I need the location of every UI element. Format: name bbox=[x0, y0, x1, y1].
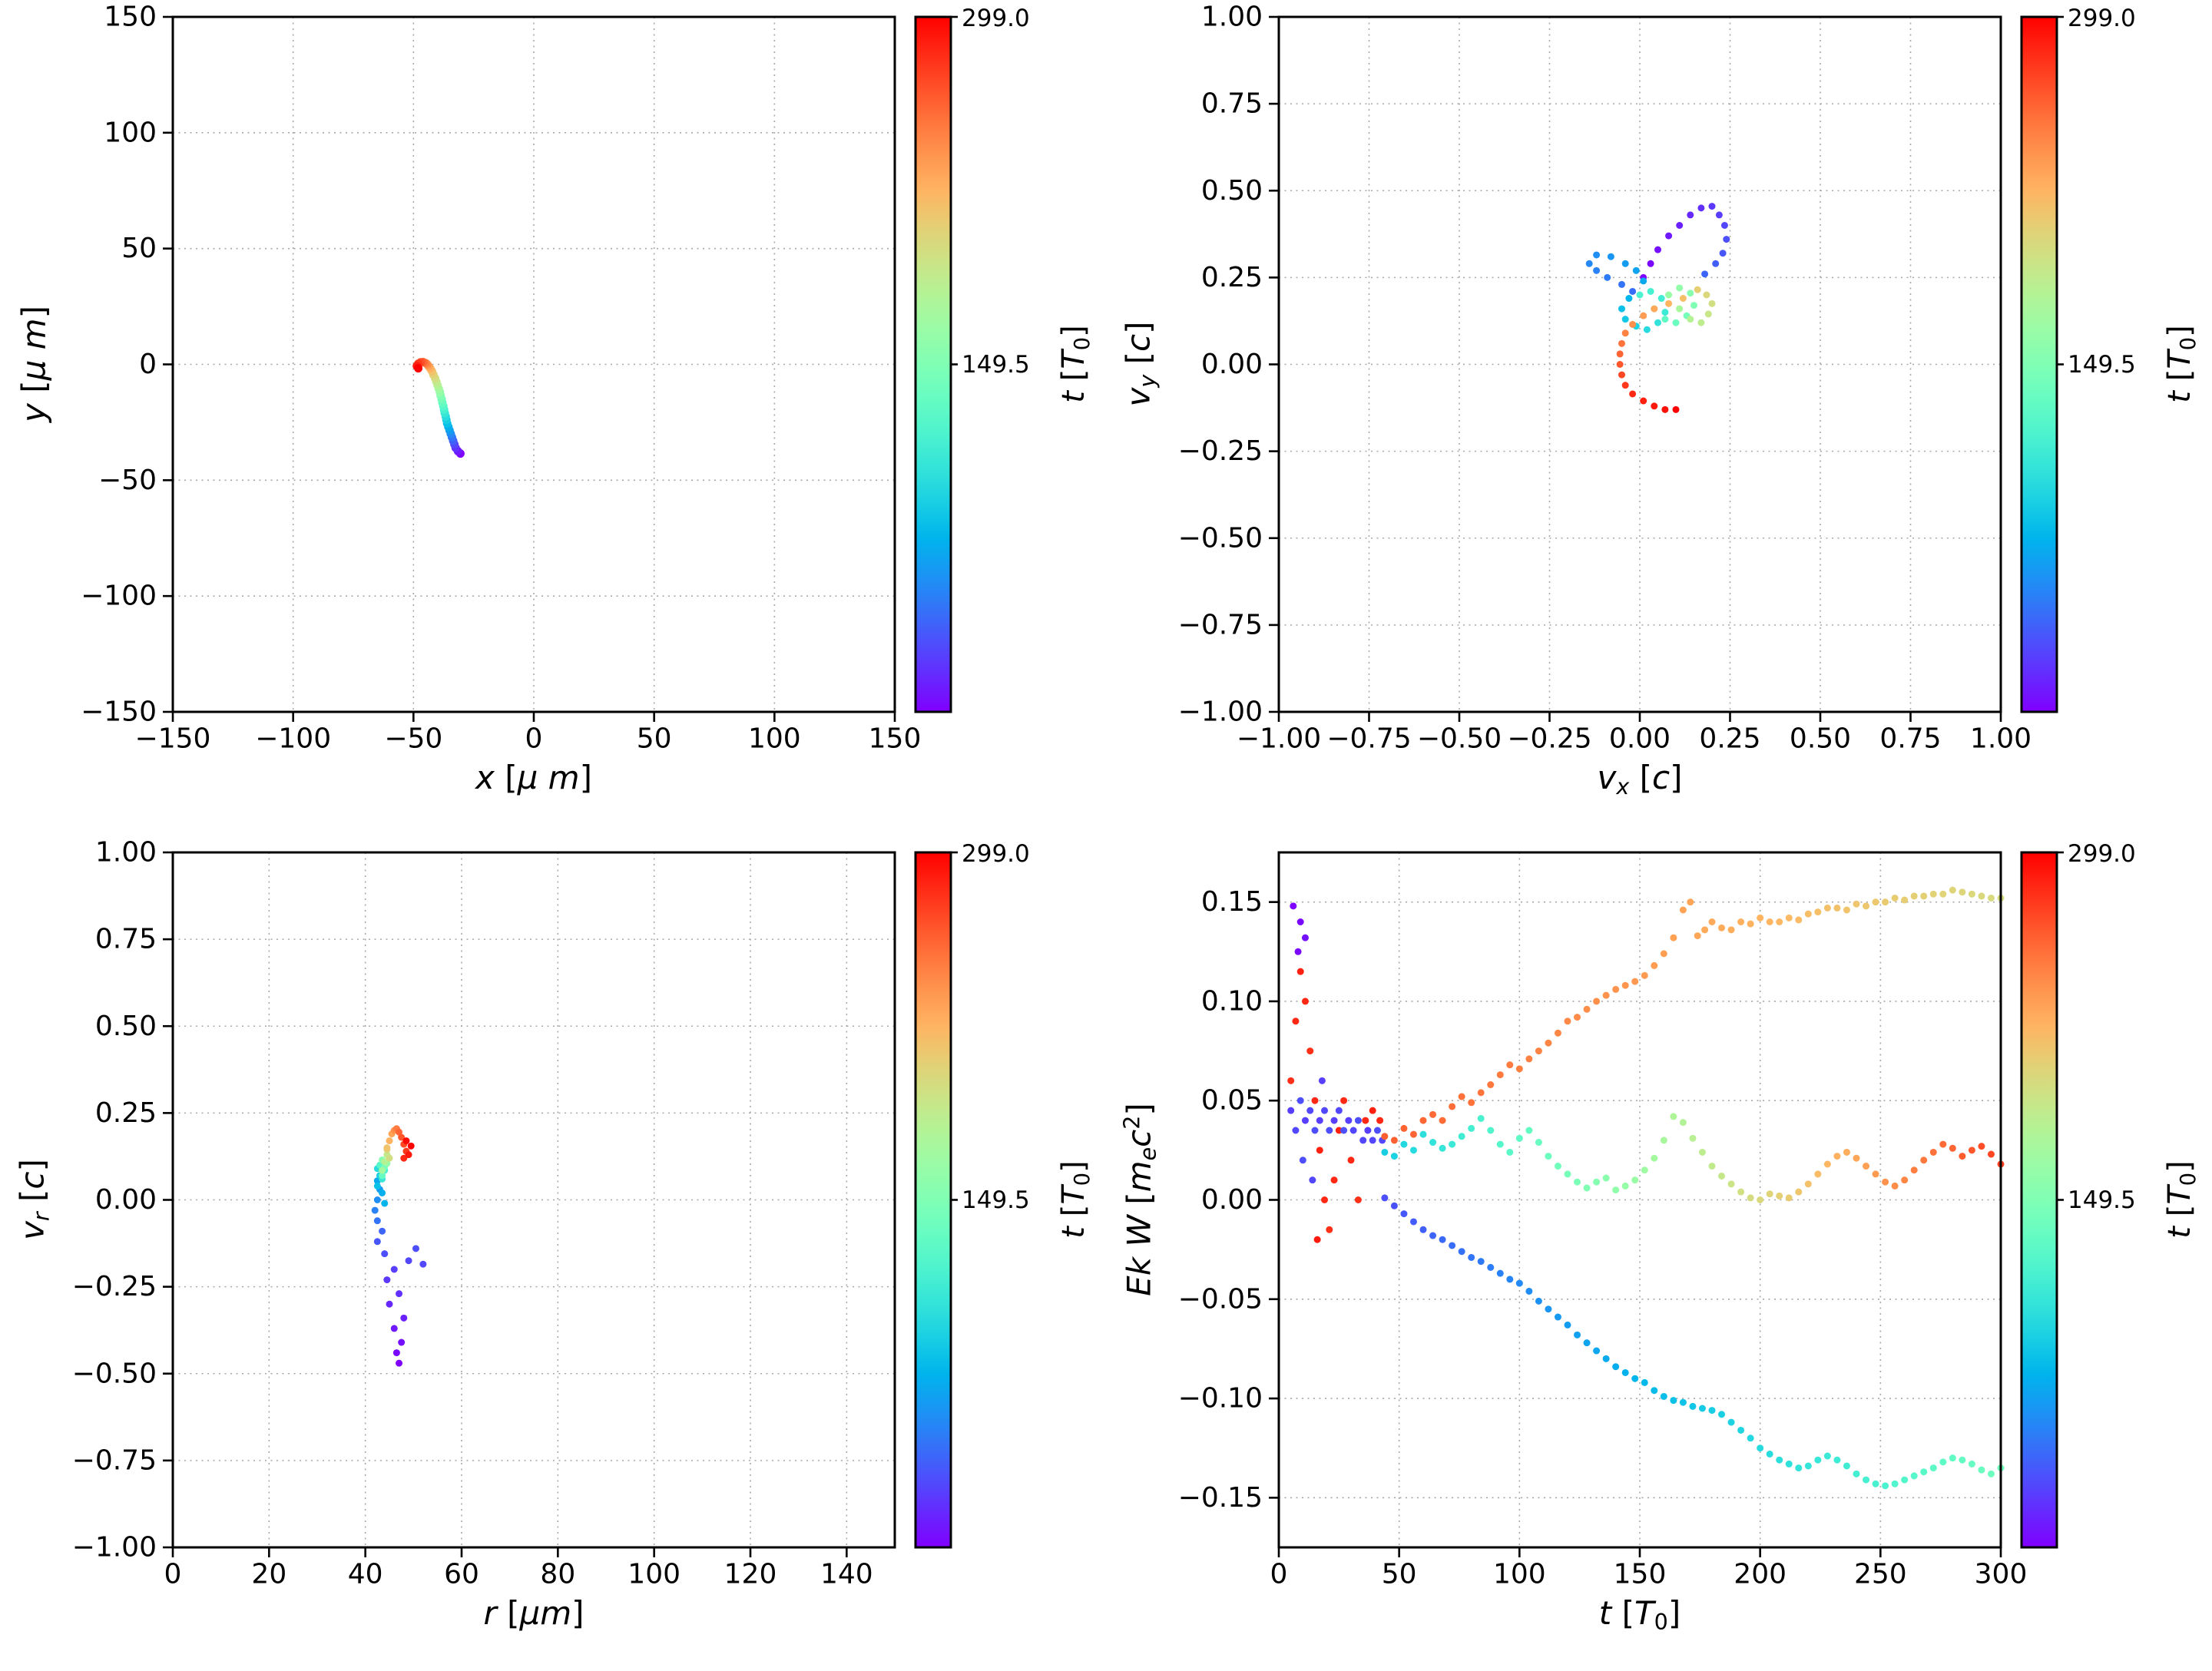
svg-text:250: 250 bbox=[1854, 1559, 1907, 1590]
svg-text:0.50: 0.50 bbox=[95, 1011, 157, 1042]
svg-text:0: 0 bbox=[525, 723, 543, 755]
colorbar-tick-mid: 149.5 bbox=[962, 351, 1030, 379]
svg-text:150: 150 bbox=[1614, 1559, 1667, 1590]
svg-text:−0.50: −0.50 bbox=[72, 1358, 157, 1389]
svg-text:0.05: 0.05 bbox=[1201, 1085, 1263, 1117]
svg-text:80: 80 bbox=[540, 1559, 575, 1590]
colorbar-tick-max: 299.0 bbox=[962, 840, 1030, 868]
subplot-vxvy: −1.00 −0.75 −0.50 −0.25 0.00 0.25 0.50 0.75 1.00… bbox=[1106, 0, 2212, 836]
svg-text:−150: −150 bbox=[135, 723, 211, 755]
svg-text:1.00: 1.00 bbox=[1970, 723, 2032, 755]
svg-text:300: 300 bbox=[1975, 1559, 2028, 1590]
svg-text:0.00: 0.00 bbox=[1201, 1184, 1263, 1216]
svg-text:60: 60 bbox=[444, 1559, 479, 1590]
svg-text:0: 0 bbox=[139, 349, 157, 380]
colorbar-tick-mid: 149.5 bbox=[962, 1186, 1030, 1214]
svg-text:50: 50 bbox=[637, 723, 672, 755]
svg-text:50: 50 bbox=[1382, 1559, 1417, 1590]
svg-text:0.50: 0.50 bbox=[1201, 175, 1263, 207]
svg-text:200: 200 bbox=[1734, 1559, 1786, 1590]
xy-colorbar-label: t [T0] bbox=[1056, 325, 1094, 403]
svg-text:0.10: 0.10 bbox=[1201, 985, 1263, 1017]
svg-text:−50: −50 bbox=[384, 723, 442, 755]
svg-text:−1.00: −1.00 bbox=[72, 1532, 157, 1563]
colorbar-tick-mid: 149.5 bbox=[2068, 1186, 2136, 1214]
vxvy-plot-canvas: −1.00 −0.75 −0.50 −0.25 0.00 0.25 0.50 0.75 1.00… bbox=[1178, 2, 2064, 755]
svg-text:−0.75: −0.75 bbox=[1326, 723, 1411, 755]
svg-text:0.25: 0.25 bbox=[1201, 262, 1263, 293]
svg-text:−100: −100 bbox=[255, 723, 331, 755]
svg-text:150: 150 bbox=[104, 2, 157, 33]
energy-colorbar-label: t [T0] bbox=[2162, 1160, 2200, 1239]
svg-text:0.00: 0.00 bbox=[95, 1184, 157, 1216]
svg-text:140: 140 bbox=[820, 1559, 873, 1590]
svg-text:−0.25: −0.25 bbox=[72, 1271, 157, 1302]
xy-xlabel: x [μ m] bbox=[475, 759, 592, 796]
subplot-energy: 0 50 100 150 200 250 300 −0.15 −0.10 −0.05 0.00 0.0… bbox=[1106, 836, 2212, 1671]
svg-text:−0.25: −0.25 bbox=[1178, 435, 1263, 467]
rvr-plot-canvas: 0 20 40 60 80 100 120 140 −1.00 −0.75 −0.50 −0.25 0.… bbox=[72, 837, 958, 1590]
svg-text:1.00: 1.00 bbox=[95, 837, 157, 869]
xy-plot-canvas: −150 −100 −50 0 50 100 150 −150 −100 −50 0 50 100 150 bbox=[81, 2, 958, 755]
svg-text:0.25: 0.25 bbox=[95, 1097, 157, 1129]
svg-text:−150: −150 bbox=[81, 697, 157, 728]
svg-text:0: 0 bbox=[164, 1559, 182, 1590]
vxvy-xlabel: vx [c] bbox=[1597, 759, 1683, 800]
colorbar-tick-mid: 149.5 bbox=[2068, 351, 2136, 379]
svg-text:−50: −50 bbox=[98, 465, 157, 496]
svg-text:−0.05: −0.05 bbox=[1178, 1283, 1263, 1315]
energy-ylabel: Ek W [mec2] bbox=[1118, 1103, 1161, 1296]
svg-text:20: 20 bbox=[251, 1559, 286, 1590]
svg-text:−0.15: −0.15 bbox=[1178, 1482, 1263, 1514]
svg-text:150: 150 bbox=[869, 723, 922, 755]
svg-text:0.75: 0.75 bbox=[1201, 88, 1263, 120]
svg-text:100: 100 bbox=[104, 117, 157, 148]
svg-text:40: 40 bbox=[348, 1559, 383, 1590]
svg-text:−1.00: −1.00 bbox=[1178, 697, 1263, 728]
xy-ylabel: y [μ m] bbox=[15, 306, 53, 422]
svg-text:100: 100 bbox=[628, 1559, 680, 1590]
svg-text:−0.50: −0.50 bbox=[1178, 522, 1263, 554]
svg-text:−1.00: −1.00 bbox=[1237, 723, 1321, 755]
rvr-xlabel: r [μm] bbox=[483, 1594, 584, 1632]
subplot-rvr: 0 20 40 60 80 100 120 140 −1.00 −0.75 −0.50 −0.25 0.… bbox=[0, 836, 1106, 1671]
svg-text:0.75: 0.75 bbox=[1879, 723, 1941, 755]
svg-text:−0.75: −0.75 bbox=[1178, 609, 1263, 640]
svg-text:−0.75: −0.75 bbox=[72, 1444, 157, 1476]
svg-text:0.50: 0.50 bbox=[1790, 723, 1851, 755]
svg-text:−100: −100 bbox=[81, 581, 157, 612]
svg-text:50: 50 bbox=[121, 233, 157, 264]
svg-text:0.00: 0.00 bbox=[1609, 723, 1671, 755]
svg-text:1.00: 1.00 bbox=[1201, 2, 1263, 33]
svg-text:0: 0 bbox=[1270, 1559, 1288, 1590]
svg-text:−0.25: −0.25 bbox=[1507, 723, 1591, 755]
svg-text:120: 120 bbox=[724, 1559, 777, 1590]
colorbar-tick-max: 299.0 bbox=[962, 5, 1030, 32]
svg-text:100: 100 bbox=[748, 723, 801, 755]
rvr-ylabel: vr [c] bbox=[13, 1159, 55, 1240]
svg-text:−0.10: −0.10 bbox=[1178, 1383, 1263, 1415]
rvr-colorbar-label: t [T0] bbox=[1056, 1160, 1094, 1239]
svg-text:−0.50: −0.50 bbox=[1417, 723, 1502, 755]
vxvy-ylabel: vy [c] bbox=[1119, 321, 1161, 407]
vxvy-colorbar-label: t [T0] bbox=[2162, 325, 2200, 403]
colorbar-tick-max: 299.0 bbox=[2068, 5, 2136, 32]
energy-xlabel: t [T0] bbox=[1598, 1594, 1681, 1636]
energy-plot-canvas: 0 50 100 150 200 250 300 −0.15 −0.10 −0.05 0.00 0.0… bbox=[1178, 851, 2064, 1590]
colorbar-tick-max: 299.0 bbox=[2068, 840, 2136, 868]
subplot-xy: −150 −100 −50 0 50 100 150 −150 −100 −50 0 50 100 150… bbox=[0, 0, 1106, 836]
svg-text:0.15: 0.15 bbox=[1201, 886, 1263, 918]
svg-text:0.75: 0.75 bbox=[95, 924, 157, 955]
svg-text:0.25: 0.25 bbox=[1699, 723, 1760, 755]
svg-text:100: 100 bbox=[1493, 1559, 1546, 1590]
svg-text:0.00: 0.00 bbox=[1201, 349, 1263, 380]
